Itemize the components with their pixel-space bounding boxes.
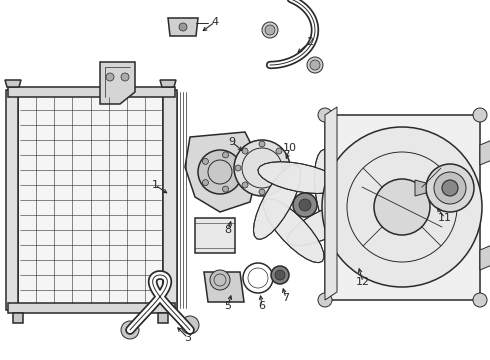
Polygon shape bbox=[5, 80, 21, 87]
Polygon shape bbox=[158, 313, 168, 323]
Circle shape bbox=[374, 179, 430, 235]
Polygon shape bbox=[258, 162, 341, 193]
Polygon shape bbox=[6, 90, 18, 310]
Circle shape bbox=[121, 73, 129, 81]
Circle shape bbox=[179, 23, 187, 31]
Circle shape bbox=[259, 189, 265, 195]
Circle shape bbox=[310, 60, 320, 70]
Circle shape bbox=[106, 73, 114, 81]
Circle shape bbox=[275, 270, 285, 280]
Polygon shape bbox=[8, 303, 175, 313]
Circle shape bbox=[181, 316, 199, 334]
Polygon shape bbox=[480, 245, 490, 270]
Circle shape bbox=[318, 293, 332, 307]
Circle shape bbox=[265, 25, 275, 35]
Polygon shape bbox=[8, 87, 175, 97]
Circle shape bbox=[283, 165, 289, 171]
Polygon shape bbox=[325, 115, 480, 300]
Polygon shape bbox=[100, 62, 135, 104]
Circle shape bbox=[307, 57, 323, 73]
Circle shape bbox=[259, 141, 265, 147]
Polygon shape bbox=[325, 107, 337, 300]
Circle shape bbox=[121, 321, 139, 339]
Polygon shape bbox=[185, 132, 260, 212]
Text: 12: 12 bbox=[356, 277, 370, 287]
Polygon shape bbox=[163, 90, 177, 310]
Text: 2: 2 bbox=[306, 37, 314, 47]
Polygon shape bbox=[253, 165, 301, 239]
Polygon shape bbox=[13, 313, 23, 323]
Text: 3: 3 bbox=[185, 333, 192, 343]
Circle shape bbox=[198, 150, 242, 194]
Circle shape bbox=[318, 108, 332, 122]
Circle shape bbox=[202, 158, 208, 165]
Circle shape bbox=[262, 22, 278, 38]
Circle shape bbox=[426, 164, 474, 212]
Circle shape bbox=[242, 182, 248, 188]
Polygon shape bbox=[18, 95, 163, 305]
Circle shape bbox=[434, 172, 466, 204]
Circle shape bbox=[222, 186, 228, 192]
Circle shape bbox=[293, 193, 317, 217]
Circle shape bbox=[235, 169, 241, 175]
Polygon shape bbox=[263, 198, 324, 263]
Bar bbox=[195, 218, 235, 253]
Circle shape bbox=[222, 152, 228, 158]
Text: 1: 1 bbox=[151, 180, 158, 190]
Polygon shape bbox=[168, 18, 198, 36]
Circle shape bbox=[473, 293, 487, 307]
Circle shape bbox=[442, 180, 458, 196]
Polygon shape bbox=[315, 149, 344, 233]
Circle shape bbox=[202, 180, 208, 186]
Circle shape bbox=[210, 270, 230, 290]
Circle shape bbox=[276, 148, 282, 154]
Text: 6: 6 bbox=[259, 301, 266, 311]
Polygon shape bbox=[204, 272, 244, 302]
Circle shape bbox=[276, 182, 282, 188]
Circle shape bbox=[299, 199, 311, 211]
Polygon shape bbox=[480, 140, 490, 165]
Text: 10: 10 bbox=[283, 143, 297, 153]
Circle shape bbox=[322, 127, 482, 287]
Circle shape bbox=[235, 165, 241, 171]
Circle shape bbox=[234, 140, 290, 196]
Text: 7: 7 bbox=[282, 293, 290, 303]
Circle shape bbox=[242, 148, 248, 154]
Text: 5: 5 bbox=[224, 301, 231, 311]
Text: 4: 4 bbox=[212, 17, 219, 27]
Text: 8: 8 bbox=[224, 225, 232, 235]
Text: 9: 9 bbox=[228, 137, 236, 147]
Polygon shape bbox=[415, 180, 426, 196]
Circle shape bbox=[473, 108, 487, 122]
Text: 11: 11 bbox=[438, 213, 452, 223]
Polygon shape bbox=[160, 80, 176, 87]
Circle shape bbox=[271, 266, 289, 284]
Polygon shape bbox=[288, 202, 364, 246]
